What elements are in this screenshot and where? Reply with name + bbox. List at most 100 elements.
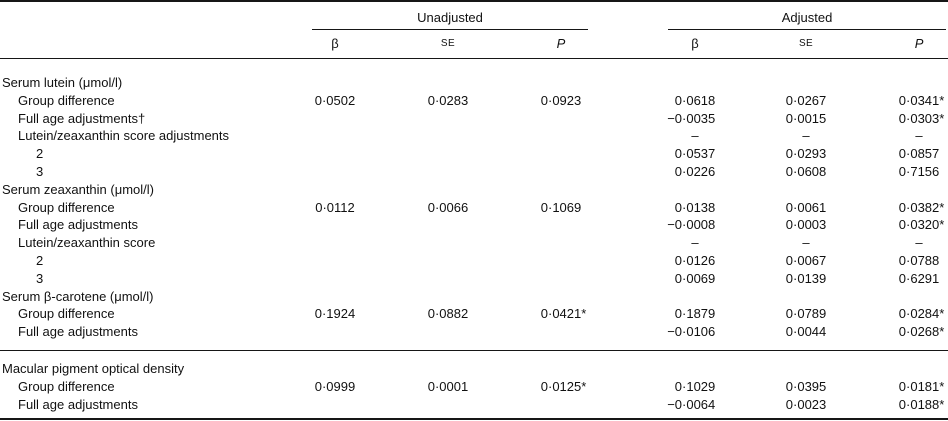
group-gap-cell bbox=[618, 127, 668, 145]
table-row: 3 0·0069 0·0139 0·6291 bbox=[0, 270, 948, 288]
dash-cell: – bbox=[691, 128, 699, 144]
value-cell: 0·0882 bbox=[427, 306, 469, 322]
empty-cell bbox=[722, 288, 890, 306]
empty-cell bbox=[278, 323, 392, 351]
col-header-se-adjusted: SE bbox=[722, 30, 891, 59]
empty-cell bbox=[278, 110, 392, 128]
unadjusted-group-header: Unadjusted bbox=[312, 10, 589, 30]
value-cell: 0·1029 bbox=[674, 378, 716, 394]
value-cell: 0·0126 bbox=[674, 252, 716, 268]
row-label: Full age adjustments bbox=[18, 217, 138, 233]
empty-cell bbox=[504, 396, 618, 420]
col-header-beta-adjusted: β bbox=[668, 30, 723, 59]
value-cell: 0·0061 bbox=[785, 199, 827, 215]
empty-cell bbox=[504, 234, 618, 252]
empty-cell bbox=[722, 59, 890, 92]
value-cell: 0·0923 bbox=[540, 92, 582, 108]
header-spacer-cell bbox=[0, 30, 278, 59]
empty-cell bbox=[890, 350, 948, 377]
table-row: Full age adjustments −0·0106 0·0044 0·0268 * bbox=[0, 323, 948, 351]
row-label: Group difference bbox=[18, 92, 115, 108]
empty-cell bbox=[278, 234, 392, 252]
row-label: 3 bbox=[36, 270, 44, 286]
empty-cell bbox=[392, 163, 504, 181]
value-cell: 0·0066 bbox=[427, 199, 469, 215]
empty-cell bbox=[504, 252, 618, 270]
empty-cell bbox=[392, 145, 504, 163]
empty-cell bbox=[722, 181, 890, 199]
empty-cell bbox=[392, 396, 504, 420]
value-cell: 0·0320 * bbox=[898, 217, 945, 233]
group-gap-cell bbox=[618, 30, 669, 59]
value-cell: 0·6291 bbox=[898, 270, 940, 286]
minus-sign: − bbox=[667, 217, 675, 233]
row-label: Group difference bbox=[18, 199, 115, 215]
group-header-row: Unadjusted Adjusted bbox=[0, 1, 948, 30]
empty-cell bbox=[504, 59, 618, 92]
table-row: Group difference 0·0502 0·0283 0·0923 0·0618… bbox=[0, 92, 948, 110]
group-gap-cell bbox=[618, 1, 668, 30]
empty-cell bbox=[278, 288, 392, 306]
significance-asterisk: * bbox=[939, 217, 945, 233]
table-row: Group difference 0·0112 0·0066 0·1069 0·0138… bbox=[0, 199, 948, 217]
value-cell: 0·0044 bbox=[722, 323, 891, 351]
value-cell: 0·1879 bbox=[674, 306, 716, 322]
empty-cell bbox=[504, 288, 618, 306]
value-cell: 0·0382 * bbox=[898, 199, 945, 215]
group-gap-cell bbox=[618, 92, 668, 110]
group-gap-cell bbox=[618, 199, 668, 217]
dash-cell: – bbox=[915, 128, 923, 144]
group-gap-cell bbox=[618, 145, 668, 163]
row-label: Full age adjustments† bbox=[18, 110, 146, 126]
value-cell: −0·0106 bbox=[667, 323, 723, 351]
row-section-label: Serum zeaxanthin (μmol/l) bbox=[2, 181, 154, 197]
group-gap-cell bbox=[618, 305, 668, 323]
table-row: 3 0·0226 0·0608 0·7156 bbox=[0, 163, 948, 181]
significance-asterisk: * bbox=[939, 92, 945, 108]
empty-cell bbox=[504, 323, 619, 351]
empty-cell bbox=[722, 350, 890, 377]
value-cell: 0·1069 bbox=[540, 199, 582, 215]
value-cell: 0·0857 bbox=[898, 146, 940, 162]
column-header-row: β SE P β SE P bbox=[0, 30, 948, 59]
significance-asterisk: * bbox=[581, 378, 587, 394]
empty-cell bbox=[392, 234, 504, 252]
table-row: Lutein/zeaxanthin score – – – bbox=[0, 234, 948, 252]
minus-sign: − bbox=[667, 324, 675, 340]
significance-asterisk: * bbox=[939, 324, 945, 340]
group-gap-cell bbox=[618, 234, 668, 252]
empty-cell bbox=[504, 216, 618, 234]
table-row: Full age adjustments† −0·0035 0·0015 0·0303… bbox=[0, 110, 948, 128]
value-cell: 0·0023 bbox=[785, 396, 827, 412]
value-cell: 0·7156 bbox=[898, 163, 940, 179]
significance-asterisk: * bbox=[581, 306, 587, 322]
group-gap-cell bbox=[618, 110, 668, 128]
empty-cell bbox=[278, 59, 392, 92]
table-row: Full age adjustments −0·0064 0·0023 0·0188 * bbox=[0, 396, 948, 420]
value-cell: 0·0293 bbox=[785, 146, 827, 162]
empty-cell bbox=[504, 181, 618, 199]
group-gap-cell bbox=[618, 59, 668, 92]
dash-cell: – bbox=[802, 128, 810, 144]
col-header-beta-unadjusted: β bbox=[278, 30, 392, 59]
empty-cell bbox=[668, 59, 722, 92]
empty-cell bbox=[504, 145, 618, 163]
value-cell: 0·0303 * bbox=[898, 110, 945, 126]
empty-cell bbox=[278, 127, 392, 145]
empty-cell bbox=[890, 288, 948, 306]
empty-cell bbox=[392, 252, 504, 270]
value-cell: −0·0008 bbox=[667, 217, 716, 233]
value-cell: 0·0999 bbox=[314, 378, 356, 394]
col-header-p-adjusted: P bbox=[890, 30, 948, 59]
empty-cell bbox=[392, 288, 504, 306]
empty-cell bbox=[392, 110, 504, 128]
table-row: Full age adjustments −0·0008 0·0003 0·0320 * bbox=[0, 216, 948, 234]
dash-cell: – bbox=[915, 235, 923, 251]
significance-asterisk: * bbox=[939, 378, 945, 394]
empty-cell bbox=[668, 350, 722, 377]
value-cell: 0·0001 bbox=[427, 378, 469, 394]
empty-cell bbox=[890, 181, 948, 199]
empty-cell bbox=[668, 181, 722, 199]
value-cell: 0·0789 bbox=[785, 306, 827, 322]
col-header-se-unadjusted: SE bbox=[392, 30, 504, 59]
